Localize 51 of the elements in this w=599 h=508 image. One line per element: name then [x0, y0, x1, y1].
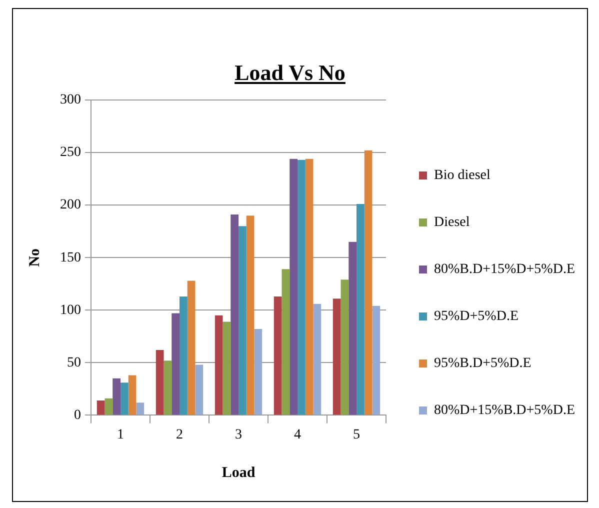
x-tick-label: 5 — [353, 427, 360, 442]
y-tick-label: 50 — [67, 355, 81, 370]
bar — [187, 280, 196, 415]
bar — [274, 296, 282, 415]
bar — [128, 375, 136, 415]
y-tick-label: 250 — [60, 145, 81, 160]
legend-label: Diesel — [434, 215, 470, 230]
y-tick-label: 200 — [60, 198, 81, 213]
y-tick-label: 100 — [60, 302, 81, 318]
bar — [214, 315, 223, 415]
y-tick-label: 0 — [74, 408, 81, 423]
bar — [254, 329, 262, 415]
bar — [230, 214, 238, 415]
bar — [180, 296, 188, 415]
x-tick-label: 2 — [176, 427, 183, 442]
bar — [282, 269, 290, 415]
bar — [313, 304, 322, 415]
bar — [372, 306, 380, 415]
bar — [172, 313, 180, 415]
bar — [290, 158, 298, 415]
x-tick-label: 4 — [294, 427, 301, 442]
legend-label: 80%D+15%B.D+5%D.E — [434, 403, 575, 418]
bar — [305, 158, 314, 415]
bar — [112, 378, 120, 415]
y-tick-label: 300 — [60, 92, 81, 108]
bar — [136, 402, 144, 415]
legend-label: 80%B.D+15%D+5%D.E — [434, 262, 575, 278]
legend-label: 95%D+5%D.E — [434, 309, 518, 324]
bar — [332, 298, 341, 415]
x-tick-label: 3 — [235, 427, 242, 442]
bar — [164, 360, 172, 415]
legend-label: Bio diesel — [434, 168, 490, 184]
bar — [348, 242, 356, 415]
bar — [238, 226, 246, 415]
bar — [246, 216, 254, 415]
bar — [340, 280, 349, 415]
x-tick-label: 1 — [117, 427, 124, 442]
bar — [222, 322, 231, 415]
y-axis-title: No — [26, 248, 43, 267]
bar — [356, 204, 364, 415]
bar — [298, 160, 306, 415]
legend-label: 95%B.D+5%D.E — [434, 356, 532, 372]
bar — [96, 400, 105, 415]
bar — [195, 364, 204, 415]
bar — [364, 150, 372, 415]
y-tick-label: 150 — [60, 250, 81, 266]
chart-title: Load Vs No — [234, 60, 346, 86]
bar — [104, 398, 113, 415]
bar — [120, 382, 128, 415]
bar — [156, 350, 164, 415]
x-axis-title: Load — [222, 464, 256, 481]
